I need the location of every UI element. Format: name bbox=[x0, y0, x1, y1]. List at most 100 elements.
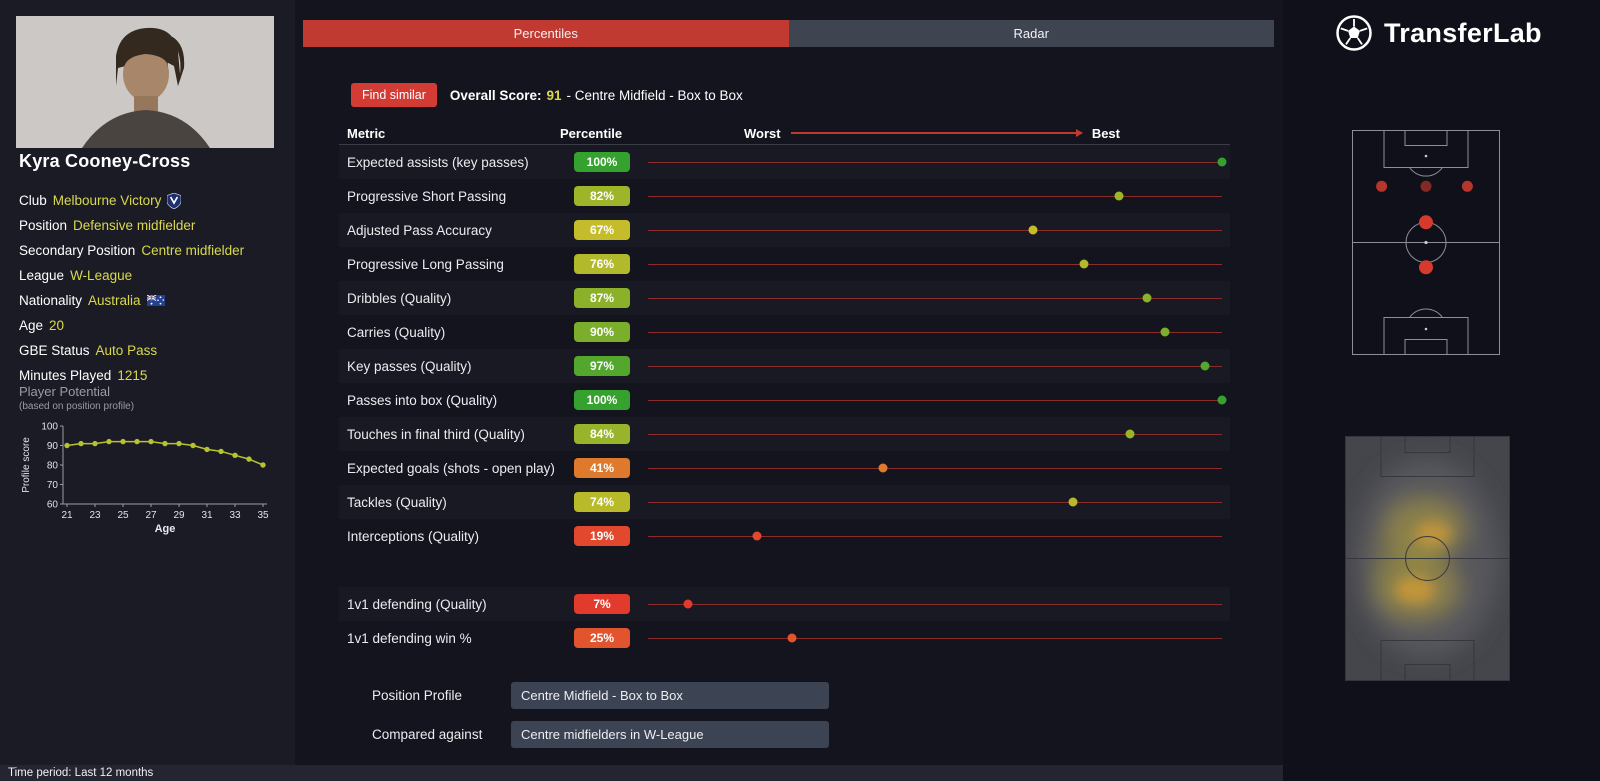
metric-label: Expected goals (shots - open play) bbox=[347, 460, 555, 476]
percentile-badge: 19% bbox=[574, 526, 630, 546]
percentile-rows: Expected assists (key passes) 100% Progres… bbox=[339, 145, 1230, 655]
player-detail-age: Age 20 bbox=[19, 313, 244, 338]
percentile-bar bbox=[648, 213, 1222, 247]
compared-against-label: Compared against bbox=[372, 727, 483, 742]
metric-label: Key passes (Quality) bbox=[347, 358, 472, 374]
percentile-row-interceptions-quality: Interceptions (Quality) 19% bbox=[339, 519, 1230, 553]
transferlab-logo[interactable]: TransferLab bbox=[1334, 13, 1542, 53]
percentile-row-progressive-short-passing: Progressive Short Passing 82% bbox=[339, 179, 1230, 213]
time-period-bar: Time period: Last 12 months bbox=[0, 765, 1283, 781]
overall-score-label: Overall Score: bbox=[449, 87, 542, 103]
potential-title: Player Potential bbox=[19, 384, 111, 399]
svg-text:35: 35 bbox=[257, 510, 269, 521]
compared-against-select[interactable]: Centre midfielders in W-League bbox=[511, 721, 829, 748]
controls-row: Find similar Overall Score: 91 - Centre … bbox=[351, 83, 743, 107]
metric-label: Progressive Long Passing bbox=[347, 256, 504, 272]
header-best: Best bbox=[1091, 125, 1120, 141]
position-profile-row: Position Profile Centre Midfield - Box t… bbox=[339, 676, 1230, 715]
percentile-dot bbox=[1125, 429, 1135, 439]
position-dot bbox=[1419, 215, 1433, 230]
percentile-row-touches-in-final-third-quality: Touches in final third (Quality) 84% bbox=[339, 417, 1230, 451]
player-name: Kyra Cooney-Cross bbox=[19, 151, 191, 171]
overall-score-value: 91 bbox=[546, 87, 562, 103]
percentile-bar-line bbox=[648, 196, 1222, 197]
percentile-dot bbox=[1160, 327, 1170, 337]
position-profile-label: Position Profile bbox=[372, 688, 463, 703]
percentile-dot bbox=[1068, 497, 1078, 507]
table-section-gap bbox=[339, 553, 1230, 587]
percentile-bar-line bbox=[648, 536, 1222, 537]
metric-label: Expected assists (key passes) bbox=[347, 154, 529, 170]
percentile-bar-line bbox=[648, 298, 1222, 299]
percentile-dot bbox=[752, 531, 762, 541]
detail-label: Club bbox=[19, 193, 47, 208]
australia-flag-icon bbox=[146, 295, 165, 306]
percentile-bar-line bbox=[648, 502, 1222, 503]
percentile-badge: 100% bbox=[574, 152, 630, 172]
percentile-badge: 76% bbox=[574, 254, 630, 274]
metric-label: Dribbles (Quality) bbox=[347, 290, 452, 306]
percentile-row-adjusted-pass-accuracy: Adjusted Pass Accuracy 67% bbox=[339, 213, 1230, 247]
find-similar-button[interactable]: Find similar bbox=[351, 83, 437, 107]
metric-label: Carries (Quality) bbox=[347, 324, 446, 340]
main-panel: Percentiles Radar Find similar Overall Sc… bbox=[295, 0, 1283, 765]
percentile-dot bbox=[1217, 157, 1227, 167]
logo-text: TransferLab bbox=[1384, 17, 1542, 48]
position-dot bbox=[1461, 180, 1473, 192]
detail-label: Nationality bbox=[19, 293, 83, 308]
percentile-table-header: Metric Percentile Worst Best bbox=[339, 122, 1230, 145]
player-detail-league: League W-League bbox=[19, 263, 244, 288]
percentile-dot bbox=[787, 633, 796, 643]
percentile-bar bbox=[648, 145, 1227, 179]
percentile-table: Metric Percentile Worst Best Expected as… bbox=[339, 122, 1230, 754]
percentile-row-tackles-quality: Tackles (Quality) 74% bbox=[339, 485, 1230, 519]
svg-text:Profile score: Profile score bbox=[21, 437, 32, 493]
percentile-dot bbox=[1079, 259, 1089, 269]
player-detail-club: Club Melbourne Victory bbox=[19, 188, 244, 213]
detail-value: W-League bbox=[70, 268, 133, 283]
detail-label: Secondary Position bbox=[19, 243, 136, 258]
percentile-badge: 97% bbox=[574, 356, 630, 376]
worst-best-arrow-icon bbox=[790, 129, 1084, 137]
percentile-bar bbox=[648, 621, 1222, 655]
percentile-row-1v1-defending-win: 1v1 defending win % 25% bbox=[339, 621, 1230, 655]
player-detail-nationality: Nationality Australia bbox=[19, 288, 244, 313]
svg-text:25: 25 bbox=[117, 510, 129, 521]
tab-radar[interactable]: Radar bbox=[788, 20, 1274, 47]
svg-text:Age: Age bbox=[155, 523, 176, 535]
percentile-bar bbox=[648, 417, 1222, 451]
touch-heatmap bbox=[1345, 436, 1510, 681]
percentile-dot bbox=[878, 463, 888, 473]
tab-percentiles[interactable]: Percentiles bbox=[303, 20, 789, 47]
percentile-row-1v1-defending-quality: 1v1 defending (Quality) 7% bbox=[339, 587, 1230, 621]
percentile-row-dribbles-quality: Dribbles (Quality) 87% bbox=[339, 281, 1230, 315]
position-pitch-map bbox=[1352, 130, 1500, 355]
percentile-bar bbox=[648, 519, 1222, 553]
percentile-row-key-passes-quality: Key passes (Quality) 97% bbox=[339, 349, 1230, 383]
percentile-bar-line bbox=[648, 604, 1222, 605]
svg-text:80: 80 bbox=[47, 461, 59, 472]
header-scale: Worst Best bbox=[648, 126, 1230, 141]
position-dots bbox=[1376, 180, 1473, 275]
football-logo-icon bbox=[1336, 15, 1372, 51]
detail-label: League bbox=[19, 268, 65, 283]
percentile-bar-line bbox=[648, 400, 1222, 401]
svg-text:23: 23 bbox=[89, 510, 101, 521]
melbourne-victory-crest-icon bbox=[167, 192, 182, 209]
percentile-bar bbox=[648, 315, 1222, 349]
detail-value: 1215 bbox=[117, 368, 148, 383]
position-profile-select[interactable]: Centre Midfield - Box to Box bbox=[511, 682, 829, 709]
svg-text:90: 90 bbox=[47, 441, 59, 452]
percentile-bar-line bbox=[648, 638, 1222, 639]
percentile-badge: 82% bbox=[574, 186, 630, 206]
metric-label: Passes into box (Quality) bbox=[347, 392, 498, 408]
percentile-row-passes-into-box-quality: Passes into box (Quality) 100% bbox=[339, 383, 1230, 417]
detail-label: GBE Status bbox=[19, 343, 90, 358]
percentile-bar bbox=[648, 349, 1222, 383]
profile-selects: Position Profile Centre Midfield - Box t… bbox=[339, 676, 1230, 754]
percentile-bar-line bbox=[648, 434, 1222, 435]
svg-text:60: 60 bbox=[47, 500, 59, 511]
percentile-badge: 100% bbox=[574, 390, 630, 410]
position-dot bbox=[1420, 180, 1432, 192]
